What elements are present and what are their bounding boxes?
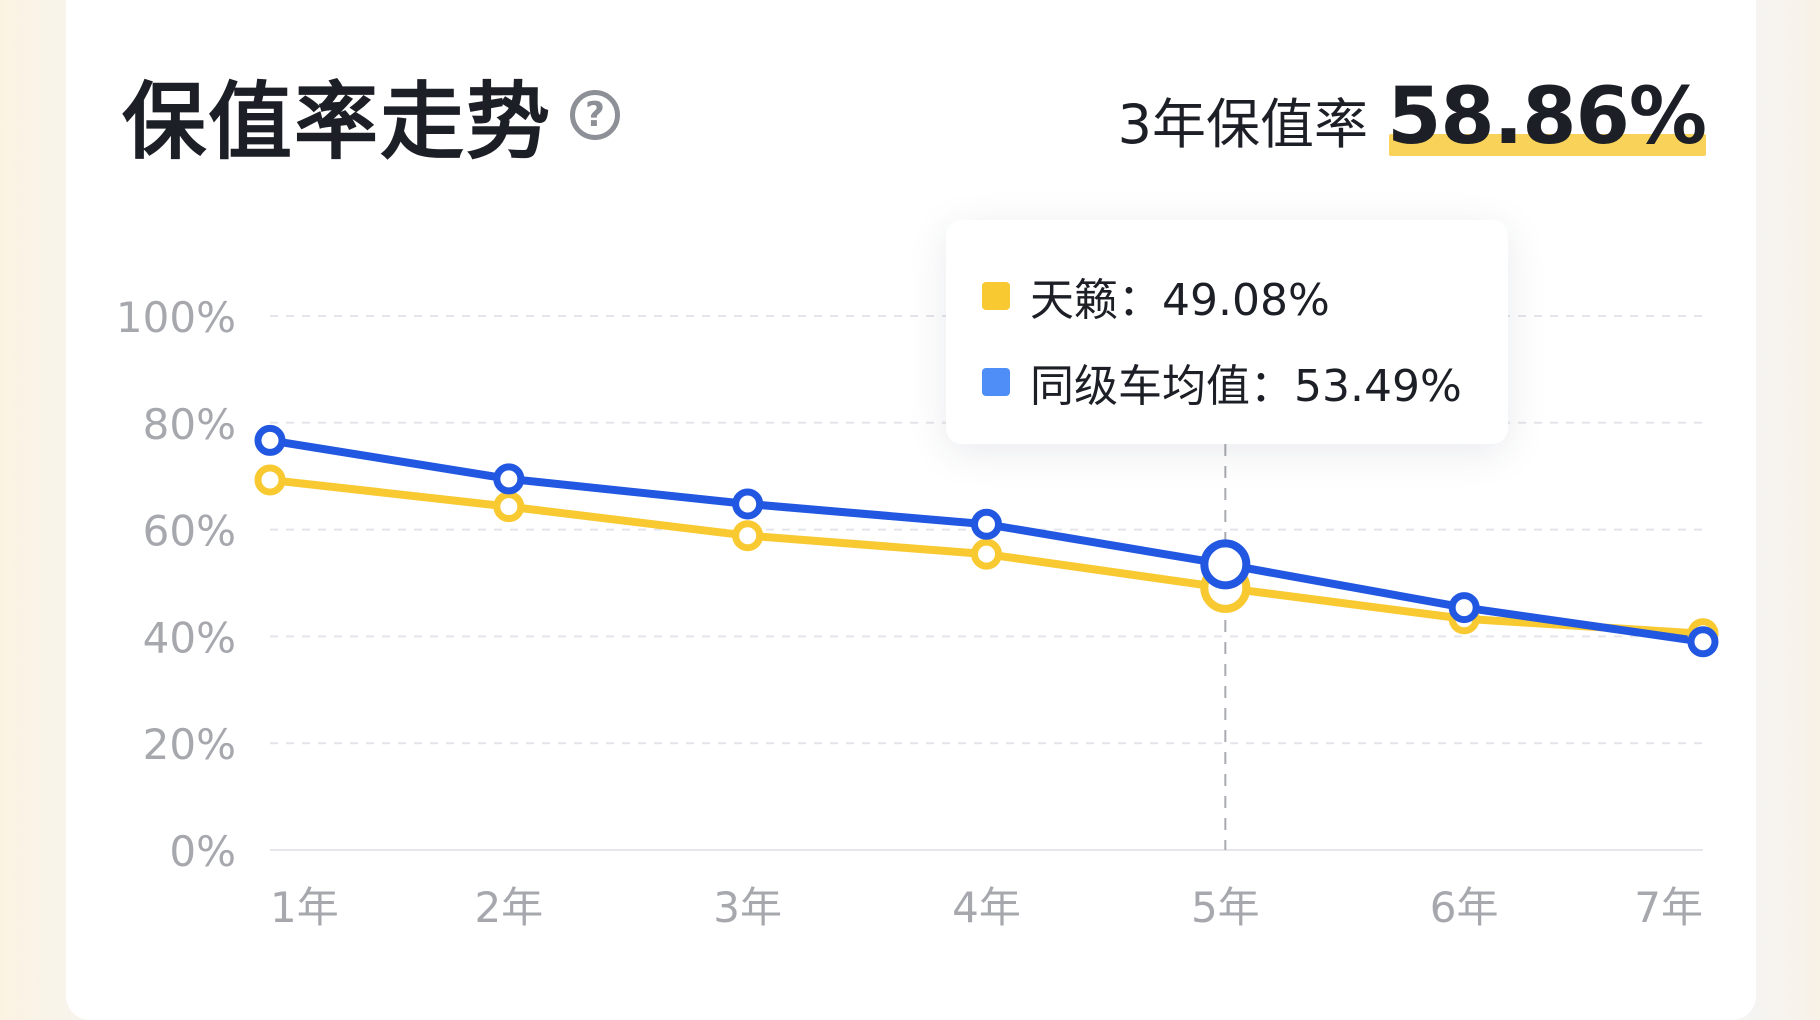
series-1-point <box>971 538 1002 570</box>
x-tick-label: 5年 <box>1191 883 1260 932</box>
series-1-point <box>493 491 525 523</box>
y-tick-label: 60% <box>143 507 236 556</box>
page-title: 保值率走势 <box>122 73 553 171</box>
series-2-swatch <box>982 368 1010 396</box>
series-lines <box>254 424 1719 658</box>
question-circle-icon[interactable]: ? <box>570 90 620 140</box>
series-2-point <box>1448 592 1480 624</box>
summary-highlight <box>1389 134 1706 156</box>
series-2-point <box>493 463 525 495</box>
y-tick-label: 0% <box>169 827 236 876</box>
y-tick-label: 80% <box>143 400 236 449</box>
x-tick-label: 1年 <box>270 883 339 932</box>
series-2-point <box>1200 539 1251 590</box>
x-tick-label: 7年 <box>1634 883 1703 932</box>
series-2-point <box>971 508 1002 540</box>
series-2-point <box>1687 626 1719 658</box>
x-tick-label: 3年 <box>713 883 782 932</box>
summary-value: 58.86% <box>1387 72 1707 162</box>
y-tick-label: 100% <box>116 293 236 342</box>
y-tick-label: 20% <box>143 720 236 769</box>
y-tick-label: 40% <box>143 613 236 662</box>
tooltip-label-series-1: 天籁：49.08% <box>1030 275 1330 326</box>
series-1-point <box>732 520 764 552</box>
x-tick-label: 6年 <box>1430 883 1499 932</box>
summary-value-wrap: 58.86% <box>1387 72 1707 162</box>
x-tick-label: 2年 <box>474 883 543 932</box>
series-1-swatch <box>982 282 1010 310</box>
tooltip-label-series-2: 同级车均值：53.49% <box>1030 361 1462 412</box>
grid-lines <box>270 315 1703 851</box>
y-axis-ticks: 0% 20% 40% 60% 80% 100% <box>116 293 236 876</box>
series-2-point <box>732 488 764 520</box>
three-year-retention-summary: 3年保值率 58.86% <box>1117 72 1707 172</box>
retention-line-chart[interactable]: 0% 20% 40% 60% 80% 100% 1年 2年 3年 4年 5年 6年 7年 <box>0 0 1820 980</box>
x-axis-ticks: 1年 2年 3年 4年 5年 6年 7年 <box>270 883 1703 932</box>
tooltip-row-series-2: 同级车均值：53.49% <box>982 356 1462 412</box>
series-1-point <box>254 464 286 496</box>
series-2-point <box>254 424 286 456</box>
summary-label: 3年保值率 <box>1117 93 1369 156</box>
tooltip-row-series-1: 天籁：49.08% <box>982 270 1330 326</box>
x-tick-label: 4年 <box>952 883 1021 932</box>
data-tooltip: 天籁：49.08% 同级车均值：53.49% <box>946 220 1508 444</box>
